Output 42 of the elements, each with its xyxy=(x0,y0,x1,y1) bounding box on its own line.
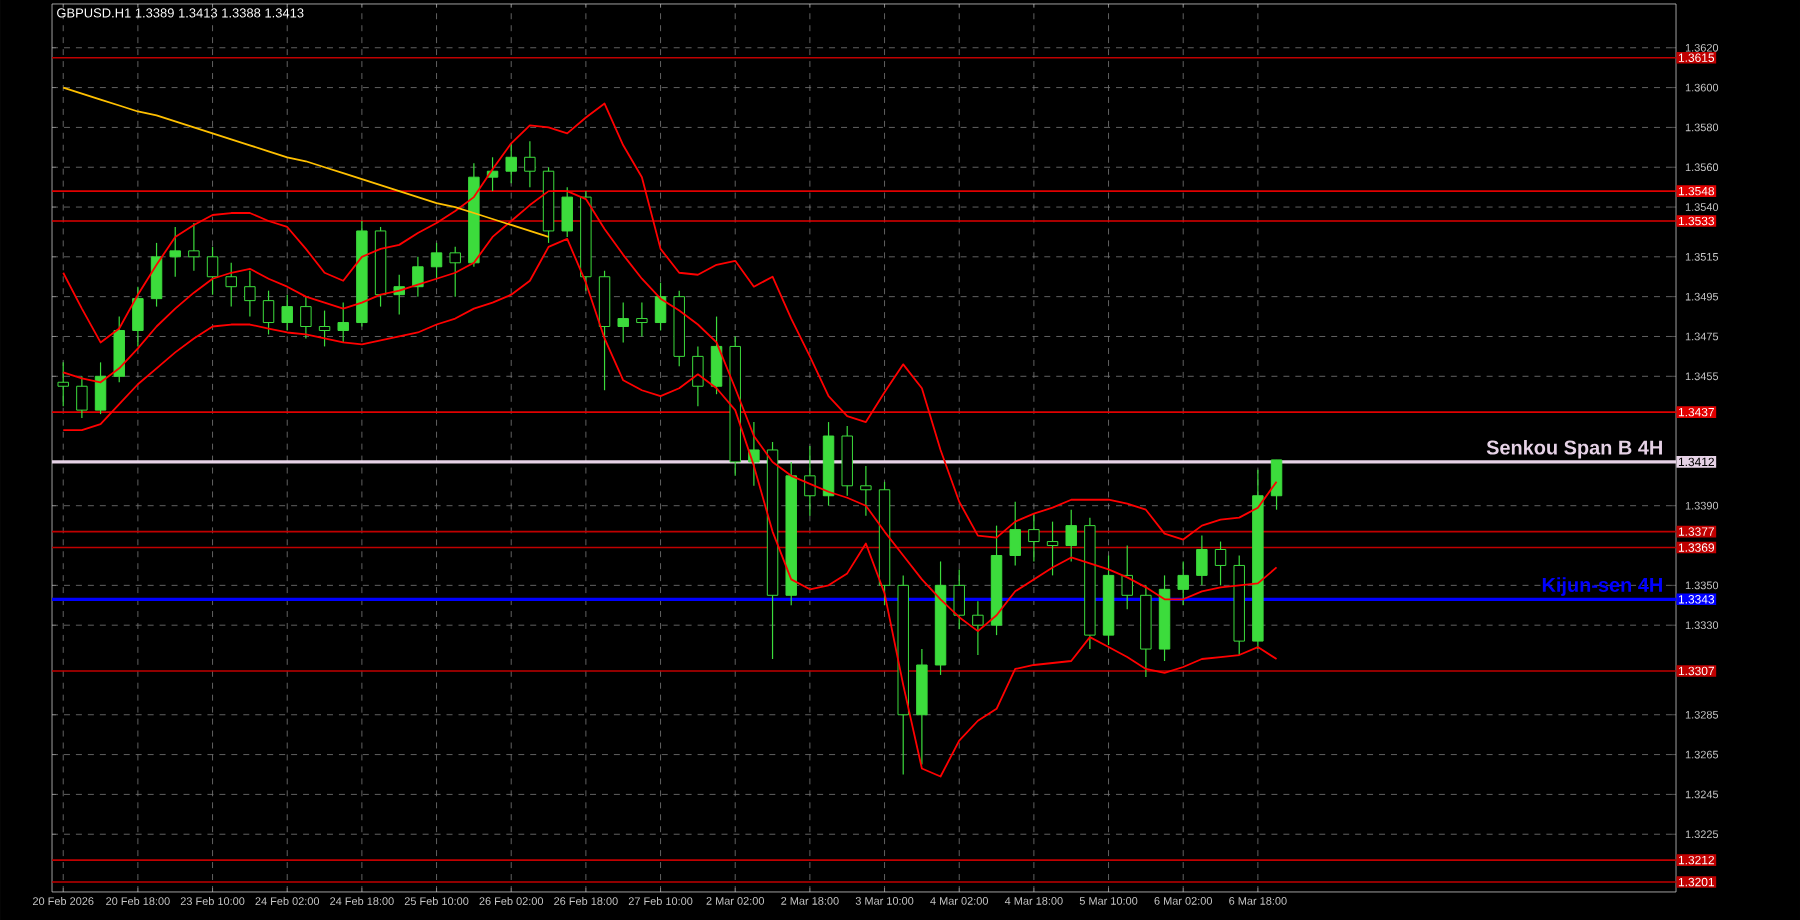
candlestick xyxy=(1065,509,1077,563)
candlestick xyxy=(1270,459,1283,511)
candlestick xyxy=(76,375,88,419)
candlestick xyxy=(710,315,723,395)
candlestick xyxy=(57,361,69,407)
candlestick xyxy=(206,246,219,296)
candlestick xyxy=(281,294,293,332)
candlestick xyxy=(636,302,648,338)
candlestick xyxy=(94,361,107,415)
line-series xyxy=(62,238,1278,778)
candlestick xyxy=(953,568,965,630)
candlestick xyxy=(430,242,443,280)
candlestick xyxy=(244,270,256,318)
candlestick xyxy=(1009,501,1021,567)
candlestick xyxy=(225,262,237,308)
annotation: Kijun-sen 4H xyxy=(1542,577,1662,596)
candlestick xyxy=(524,140,536,188)
candlestick xyxy=(169,226,181,278)
candlestick xyxy=(132,286,144,348)
candlestick xyxy=(1028,513,1040,563)
candlestick xyxy=(412,256,424,298)
candlestick xyxy=(804,445,816,517)
candlestick xyxy=(113,315,125,383)
candlestick xyxy=(1177,560,1189,606)
candlestick xyxy=(1046,521,1059,576)
candlestick xyxy=(654,282,667,332)
candlestick xyxy=(561,186,573,238)
candlestick xyxy=(1121,544,1133,610)
candlestick xyxy=(972,600,984,656)
candlestick xyxy=(692,345,704,407)
candlestick xyxy=(617,302,629,344)
candlestick xyxy=(337,302,349,344)
candlestick xyxy=(318,309,331,348)
candlestick xyxy=(860,465,872,517)
candlestick xyxy=(505,142,517,184)
candlestick xyxy=(300,296,312,340)
candlestick xyxy=(1214,540,1227,586)
candlestick xyxy=(449,246,461,298)
annotation: Senkou Span B 4H xyxy=(1486,439,1662,459)
candlestick xyxy=(1196,534,1208,586)
candlestick xyxy=(262,290,275,336)
candlestick xyxy=(188,222,200,272)
